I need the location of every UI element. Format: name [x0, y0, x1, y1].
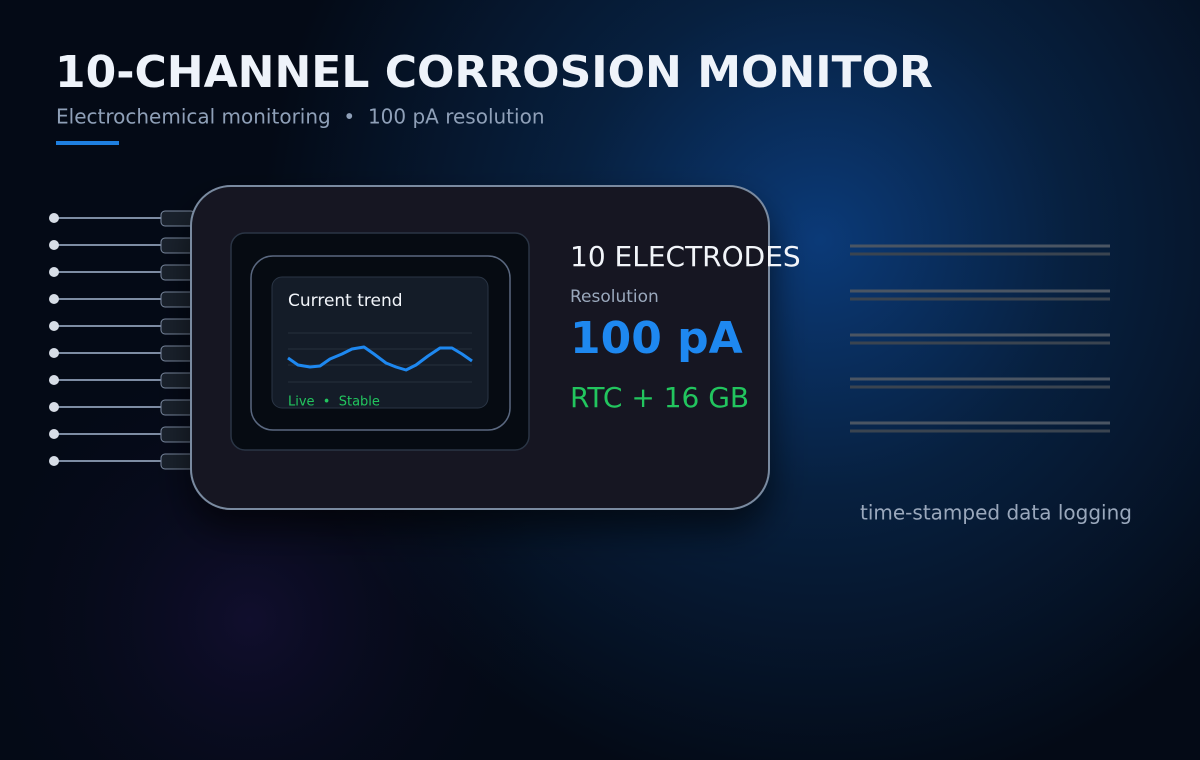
title: 10-CHANNEL CORROSION MONITOR	[55, 47, 933, 98]
trend-line	[287, 345, 473, 372]
pin	[49, 453, 196, 470]
storage-label: RTC + 16 GB	[570, 381, 749, 414]
screen-status: Live • Stable	[288, 395, 380, 410]
screen-title: Current trend	[288, 291, 403, 311]
resolution-label: Resolution	[570, 287, 659, 307]
pin	[49, 210, 196, 227]
pin	[49, 291, 196, 308]
output-lines	[850, 244, 1110, 433]
pin	[49, 264, 196, 281]
channels-label: 10 ELECTRODES	[570, 240, 801, 273]
caption: time-stamped data logging	[860, 501, 1132, 525]
electrode-pins	[49, 210, 196, 470]
pin	[49, 237, 196, 254]
screen-panel	[271, 276, 489, 409]
title-underline	[56, 141, 119, 145]
subtitle: Electrochemical monitoring • 100 pA reso…	[56, 105, 545, 129]
pin	[49, 345, 196, 362]
resolution-value: 100 pA	[570, 313, 743, 364]
